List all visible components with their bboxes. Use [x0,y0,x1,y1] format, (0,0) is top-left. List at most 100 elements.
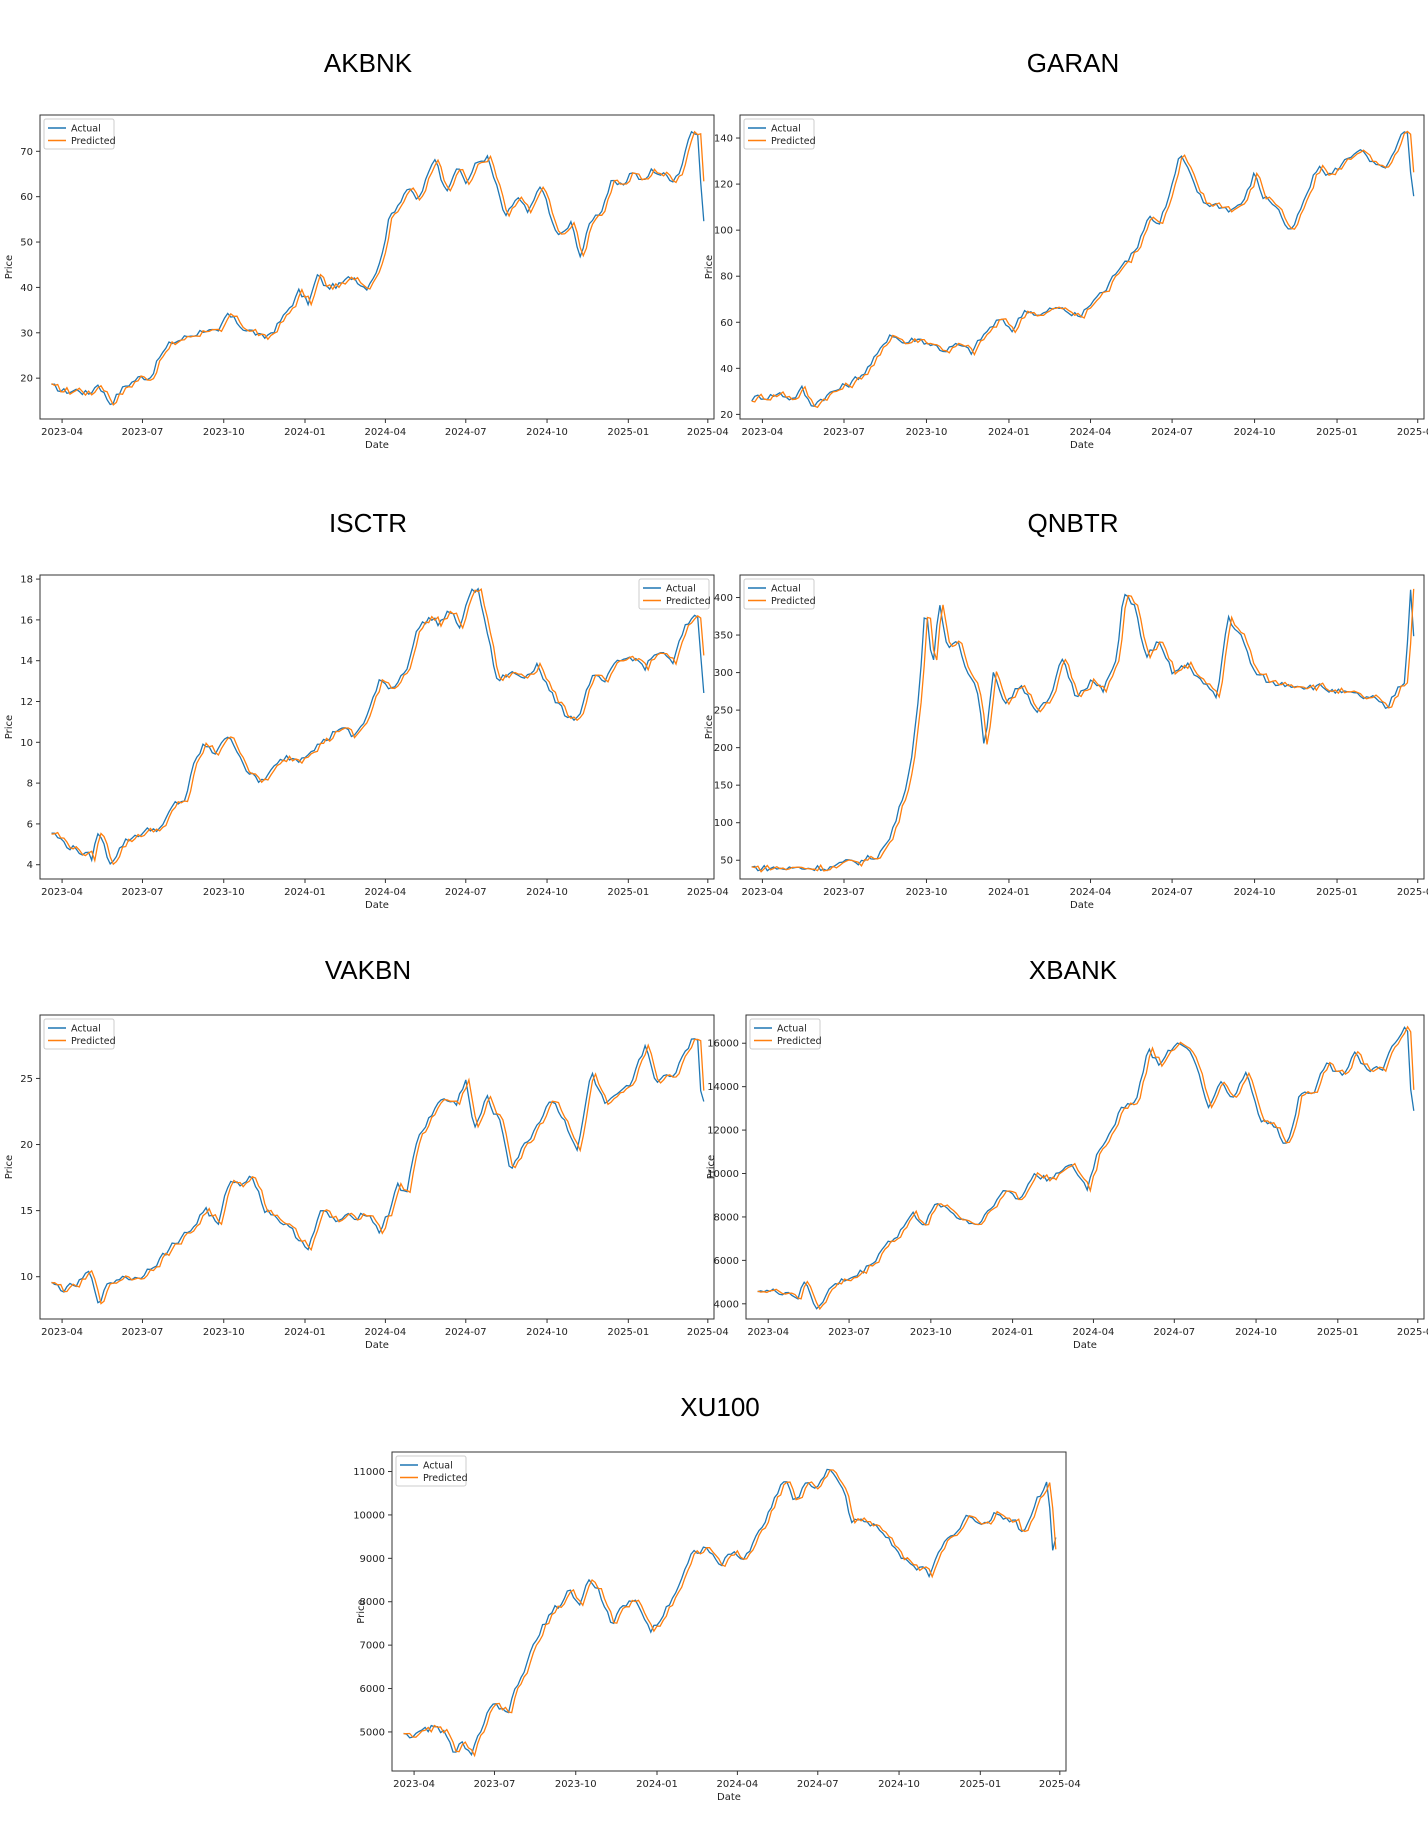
x-tick-label: 2024-04 [1070,887,1112,898]
x-tick-label: 2024-07 [1153,1327,1195,1338]
x-tick-label: 2024-07 [445,887,487,898]
legend-label-actual: Actual [666,584,696,595]
x-tick-label: 2025-01 [1316,427,1358,438]
y-tick-label: 100 [714,226,733,237]
y-tick-label: 14000 [707,1082,739,1093]
legend-label-actual: Actual [771,584,801,595]
y-tick-label: 10 [20,738,33,749]
y-tick-label: 16000 [707,1039,739,1050]
x-tick-label: 2023-10 [910,1327,952,1338]
x-tick-label: 2025-01 [607,1327,649,1338]
x-tick-label: 2024-01 [284,427,326,438]
y-tick-label: 6 [27,819,33,830]
x-tick-label: 2023-07 [823,887,865,898]
chart-panel-isctr: ISCTR 4 6 8 10 12 14 16 18 2023-04 2023-07 2023-10… [4,490,729,945]
x-tick-label: 2024-01 [284,1327,326,1338]
series-line-actual [757,1026,1415,1310]
legend-label-predicted: Predicted [771,136,816,147]
y-tick-label: 80 [720,272,733,283]
x-tick-label: 2024-01 [636,1779,678,1790]
x-axis-label: Date [717,1792,741,1803]
legend-label-predicted: Predicted [771,596,816,607]
series-line-predicted [51,588,705,866]
x-tick-label: 2023-10 [203,887,245,898]
chart-panel-xu100: XU100 5000 6000 7000 8000 9000 10000 11000 2023… [353,1380,1081,1830]
chart-garan: 20 40 60 80 100 120 140 2023-04 2023-07 2023-10 20… [704,114,1428,451]
chart-panel-xbank: XBANK 4000 6000 8000 10000 12000 14000 16000 20… [706,940,1428,1385]
y-tick-label: 60 [20,192,33,203]
y-tick-label: 6000 [360,1684,385,1695]
y-tick-label: 15 [20,1206,33,1217]
x-tick-label: 2025-01 [959,1779,1001,1790]
y-tick-label: 7000 [360,1641,385,1652]
series-line-predicted [403,1469,1057,1758]
chart-panel-vakbn: VAKBN 10 15 20 25 2023-04 2023-07 2023-10 2024-… [4,940,729,1385]
y-tick-label: 10000 [707,1169,739,1180]
x-tick-label: 2023-07 [122,427,164,438]
x-tick-label: 2024-10 [526,887,568,898]
x-tick-label: 2024-04 [716,1779,758,1790]
chart-isctr: 4 6 8 10 12 14 16 18 2023-04 2023-07 2023-10 2024-0… [4,574,729,911]
chart-title: XU100 [680,1392,760,1422]
chart-panel-garan: GARAN 20 40 60 80 100 120 140 2023-04 2023-07 202… [704,30,1428,485]
x-tick-label: 2024-04 [364,427,406,438]
chart-panel-qnbtr: QNBTR 50 100 150 200 250 300 350 400 2023-04 2023… [704,490,1428,945]
y-tick-label: 4000 [714,1299,739,1310]
y-tick-label: 150 [714,781,733,792]
series-line-actual [51,1038,705,1304]
plot-area [739,114,1425,420]
y-axis-label: Price [356,1599,367,1623]
y-tick-label: 40 [720,364,733,375]
x-tick-label: 2023-04 [747,1327,789,1338]
x-tick-label: 2023-10 [906,427,948,438]
x-tick-label: 2024-07 [445,1327,487,1338]
series-line-predicted [751,588,1415,873]
y-tick-label: 10000 [353,1510,385,1521]
x-tick-label: 2023-07 [474,1779,516,1790]
x-tick-label: 2023-04 [742,427,784,438]
chart-qnbtr: 50 100 150 200 250 300 350 400 2023-04 2023-07 202… [704,574,1428,911]
plot-area [39,114,715,420]
legend-label-predicted: Predicted [423,1473,468,1484]
series-line-predicted [51,130,705,406]
y-tick-label: 400 [714,593,733,604]
legend-label-actual: Actual [777,1024,807,1035]
x-tick-label: 2023-04 [742,887,784,898]
y-tick-label: 30 [20,328,33,339]
legend-box [43,1018,115,1050]
y-axis-label: Price [4,255,15,279]
x-tick-label: 2025-04 [687,1327,729,1338]
x-tick-label: 2025-01 [1316,887,1358,898]
x-tick-label: 2024-07 [1151,887,1193,898]
series-line-actual [403,1468,1057,1757]
x-tick-label: 2024-10 [526,1327,568,1338]
chart-title: ISCTR [329,508,407,538]
series-line-actual [51,130,705,406]
y-tick-label: 8000 [360,1597,385,1608]
chart-vakbn: 10 15 20 25 2023-04 2023-07 2023-10 2024-01 2024… [4,1014,729,1351]
chart-title: QNBTR [1027,508,1119,538]
chart-title: GARAN [1026,48,1120,78]
y-axis-label: Price [706,1155,717,1179]
x-tick-label: 2025-04 [1397,427,1428,438]
x-tick-label: 2023-07 [828,1327,870,1338]
plot-area [391,1451,1067,1772]
x-tick-label: 2024-10 [1235,1327,1277,1338]
x-tick-label: 2023-07 [122,1327,164,1338]
y-tick-label: 200 [714,743,733,754]
y-tick-label: 250 [714,706,733,717]
series-line-actual [751,589,1415,872]
x-tick-label: 2024-04 [364,887,406,898]
x-axis-label: Date [365,900,389,911]
y-tick-label: 20 [20,1140,33,1151]
x-tick-label: 2024-10 [526,427,568,438]
chart-panel-akbnk: AKBNK 20 30 40 50 60 70 2023-04 2023-07 2023-10 2… [4,30,729,485]
y-tick-label: 8000 [714,1212,739,1223]
x-tick-label: 2024-01 [988,427,1030,438]
y-tick-label: 10 [20,1272,33,1283]
y-tick-label: 11000 [353,1467,385,1478]
series-line-predicted [757,1025,1415,1311]
y-axis-label: Price [704,255,715,279]
x-tick-label: 2024-01 [284,887,326,898]
legend-label-actual: Actual [71,1024,101,1035]
